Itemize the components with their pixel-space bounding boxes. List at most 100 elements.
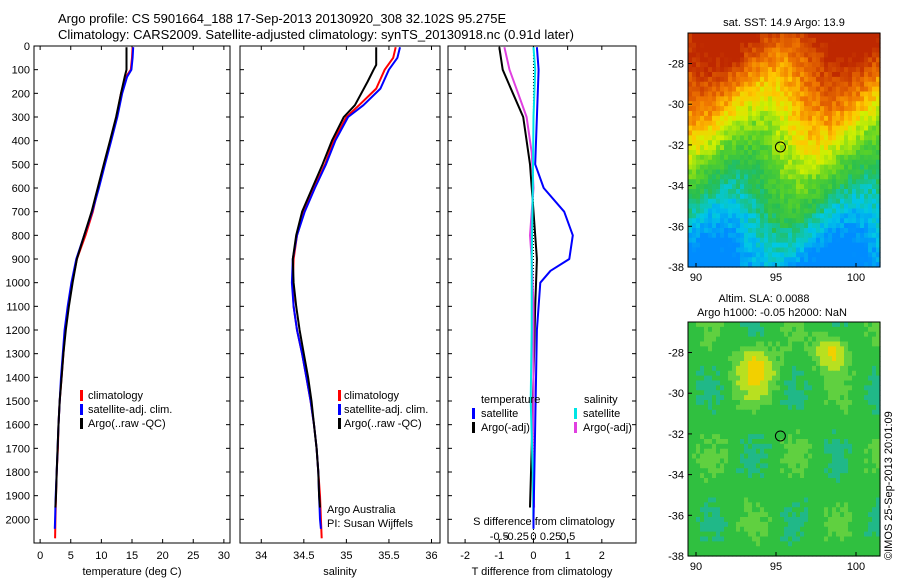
map-x-tick-label: 95 [770,272,782,284]
sst-cell [708,203,713,210]
sst-cell [824,72,829,78]
sla-cell [752,546,757,552]
sst-cell [776,76,781,83]
sst-cell [812,81,817,88]
sst-cell [788,237,793,244]
sla-cell [876,341,881,347]
sla-cell [744,341,749,347]
sst-cell [852,130,857,136]
sla-cell [872,517,877,523]
sla-cell [752,551,757,557]
sla-cell [868,453,873,460]
sst-cell [856,57,861,63]
sla-cell [836,351,841,357]
sla-cell [728,361,733,367]
sst-cell [788,101,793,107]
sla-cell [872,463,877,469]
sla-cell [744,322,749,328]
sst-cell [864,67,869,73]
sla-cell [740,531,745,538]
sla-cell [860,482,865,489]
sst-cell [772,91,777,97]
sla-cell [780,526,785,533]
sla-cell [776,541,781,547]
sst-cell [872,228,877,234]
sst-cell [832,169,837,175]
sst-cell [844,169,849,175]
sst-cell [820,237,825,244]
difference-series-line [529,47,537,529]
sst-cell [796,247,801,253]
sla-cell [696,497,701,503]
sst-cell [696,150,701,156]
sla-cell [864,385,869,391]
sla-cell [748,463,753,469]
sla-cell [828,512,833,518]
sst-cell [812,125,817,132]
sst-cell [720,232,725,239]
sla-cell [792,526,797,533]
sst-cell [720,174,725,180]
sst-cell [828,228,833,234]
sla-cell [748,419,753,425]
sla-cell [696,390,701,396]
sla-cell [708,443,713,450]
sst-cell [732,218,737,224]
sla-cell [692,390,697,396]
sst-cell [756,130,761,136]
sla-cell [836,507,841,513]
sla-cell [688,326,693,333]
sst-cell [836,120,841,127]
sla-cell [700,546,705,552]
sst-cell [792,257,797,263]
sst-cell [788,47,793,54]
sla-cell [876,380,881,386]
sla-cell [836,551,841,557]
sla-cell [824,439,829,445]
sst-cell [720,198,725,205]
sst-cell [796,208,801,214]
sst-cell [800,140,805,146]
sla-cell [760,439,765,445]
sla-cell [808,468,813,474]
sla-cell [728,551,733,557]
sst-cell [780,72,785,78]
sla-cell [688,380,693,386]
map-y-tick-label: -32 [668,429,684,441]
sla-cell [864,434,869,440]
sst-cell [776,228,781,234]
sla-cell [720,395,725,401]
sla-cell [788,517,793,523]
sst-cell [804,67,809,73]
sla-cell [816,361,821,367]
sla-cell [752,453,757,460]
legend-swatch [574,408,577,419]
sla-cell [864,507,869,513]
sst-cell [868,232,873,239]
sla-cell [836,492,841,499]
sst-cell [764,91,769,97]
sst-cell [836,228,841,234]
sla-cell [868,448,873,455]
sst-cell [764,47,769,54]
sst-cell [788,81,793,88]
sla-cell [788,390,793,396]
sst-cell [808,223,813,229]
sst-cell [768,189,773,195]
sla-cell [848,429,853,435]
sla-cell [816,336,821,343]
sla-cell [732,453,737,460]
sst-cell [820,150,825,156]
sst-cell [688,125,693,132]
sst-cell [688,57,693,63]
sst-cell [876,164,881,171]
sla-cell [856,336,861,343]
sst-cell [748,174,753,180]
sla-cell [804,482,809,489]
x-tick-label: 34 [255,550,267,562]
sla-cell [848,521,853,528]
sst-cell [720,247,725,253]
sst-cell [788,242,793,249]
sla-cell [740,331,745,338]
